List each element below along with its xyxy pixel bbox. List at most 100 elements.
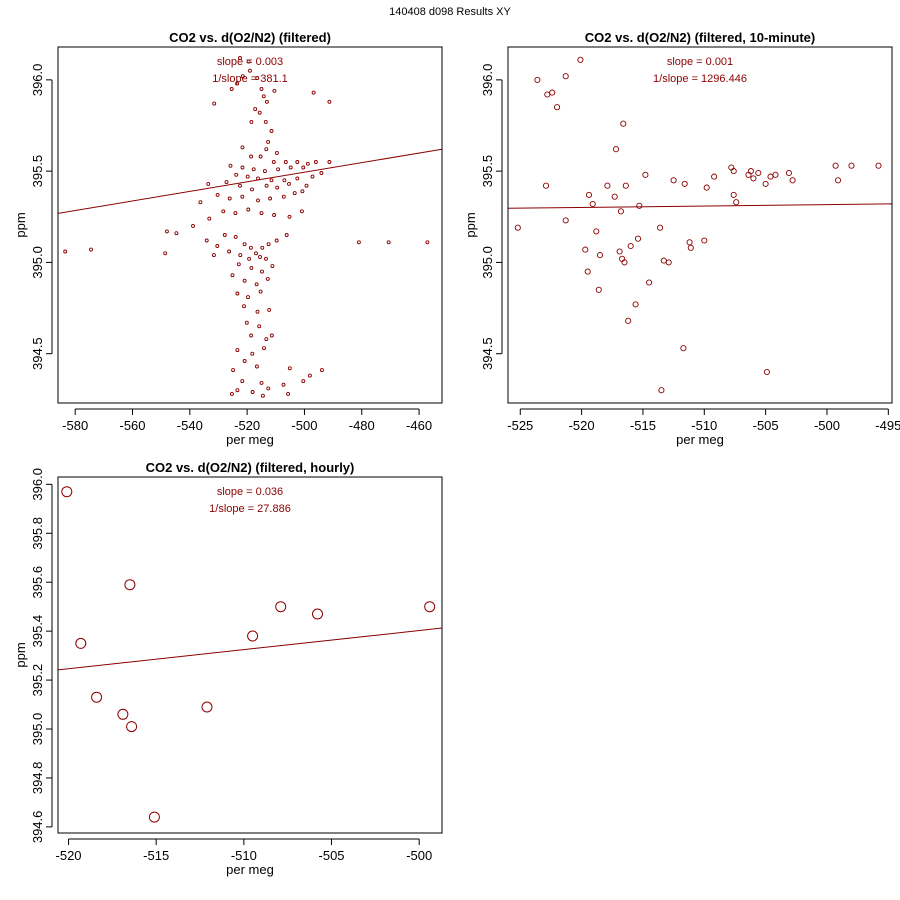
- data-point: [625, 317, 632, 324]
- data-point: [198, 200, 203, 205]
- x-tick-label: -520: [569, 418, 595, 433]
- data-point: [596, 252, 604, 259]
- data-point: [544, 91, 551, 98]
- data-point: [300, 189, 305, 194]
- y-tick-label: 395.2: [30, 664, 45, 697]
- annotation-slope: slope = 0.036: [217, 486, 283, 498]
- data-point: [617, 208, 624, 215]
- data-point: [288, 165, 293, 170]
- data-point: [63, 249, 68, 254]
- x-axis: -525 -520 -515 -510 -505 -500 -495: [507, 408, 900, 433]
- data-point: [595, 286, 602, 293]
- data-point: [319, 368, 324, 373]
- x-tick-label: -540: [177, 418, 203, 433]
- x-tick-label: -525: [507, 418, 533, 433]
- data-point: [272, 213, 277, 217]
- data-point: [585, 191, 593, 198]
- data-point: [703, 184, 710, 191]
- data-point: [554, 104, 561, 111]
- data-point: [670, 177, 677, 184]
- data-point: [212, 101, 217, 106]
- panel-title: CO2 vs. d(O2/N2) (filtered, 10-minute): [585, 30, 815, 45]
- data-point: [657, 224, 664, 231]
- x-tick-label: -560: [119, 418, 145, 433]
- data-point: [276, 167, 281, 172]
- data-point: [327, 99, 332, 104]
- data-point: [221, 209, 226, 214]
- annotation-inverse-slope: 1/slope = 1296.446: [653, 73, 747, 85]
- x-tick-label: -480: [349, 418, 375, 433]
- data-point: [250, 351, 255, 356]
- data-point: [310, 174, 315, 179]
- data-point: [593, 228, 600, 235]
- data-point: [261, 94, 266, 99]
- data-point: [266, 139, 271, 144]
- y-axis-label: ppm: [13, 212, 28, 237]
- data-point: [235, 291, 240, 296]
- data-point: [327, 160, 332, 164]
- data-point: [425, 240, 430, 245]
- data-point: [750, 175, 757, 182]
- data-point: [262, 169, 267, 174]
- data-point: [91, 691, 103, 703]
- data-point: [242, 359, 247, 363]
- panel-10-minute: CO2 vs. d(O2/N2) (filtered, 10-minute) s…: [463, 30, 900, 447]
- data-point: [259, 380, 264, 385]
- data-point: [269, 333, 274, 338]
- data-point: [301, 165, 306, 170]
- data-point: [235, 388, 240, 393]
- data-point: [281, 382, 286, 387]
- data-point: [242, 278, 247, 283]
- data-point: [356, 240, 361, 245]
- data-point: [234, 172, 239, 177]
- y-tick-label: 394.5: [30, 337, 45, 370]
- y-tick-label: 395.6: [30, 566, 45, 599]
- data-point: [247, 256, 252, 261]
- x-axis-label: per meg: [226, 862, 274, 877]
- data-point: [75, 637, 87, 649]
- data-point: [260, 393, 265, 398]
- data-point: [230, 273, 235, 278]
- data-point: [255, 76, 260, 80]
- plot-frame: [57, 46, 443, 404]
- data-point: [228, 163, 233, 168]
- data-point: [256, 198, 260, 203]
- data-point: [211, 253, 216, 258]
- data-point: [238, 56, 242, 60]
- data-point: [249, 154, 254, 159]
- y-tick-label: 394.6: [30, 811, 45, 844]
- y-tick-label: 394.8: [30, 762, 45, 795]
- data-point: [258, 154, 263, 159]
- data-point: [229, 391, 234, 396]
- y-tick-label: 395.5: [480, 155, 495, 188]
- data-point: [61, 486, 73, 498]
- data-point: [259, 211, 264, 216]
- data-point: [258, 254, 262, 259]
- data-point: [255, 309, 260, 314]
- data-point: [665, 259, 672, 266]
- data-point: [238, 183, 242, 188]
- y-tick-label: 395.8: [30, 517, 45, 550]
- x-tick-label: -580: [62, 418, 88, 433]
- data-point: [264, 256, 268, 261]
- data-point: [207, 216, 212, 221]
- data-point: [577, 56, 584, 63]
- data-point: [832, 162, 839, 169]
- data-point: [274, 150, 279, 155]
- y-axis: 394.5 395.0 395.5 396.0: [30, 64, 53, 370]
- data-point: [616, 248, 623, 255]
- x-tick-label: -500: [291, 418, 317, 433]
- data-point: [582, 246, 589, 253]
- data-point: [254, 364, 259, 369]
- data-point: [250, 390, 255, 394]
- data-point: [246, 295, 250, 300]
- data-point: [240, 145, 245, 150]
- data-point: [660, 257, 667, 264]
- x-tick-label: -510: [231, 848, 257, 863]
- data-point: [785, 169, 792, 177]
- data-point: [386, 240, 391, 245]
- data-point: [772, 171, 779, 178]
- data-point: [238, 253, 243, 258]
- data-point: [242, 242, 247, 247]
- data-point: [562, 217, 569, 224]
